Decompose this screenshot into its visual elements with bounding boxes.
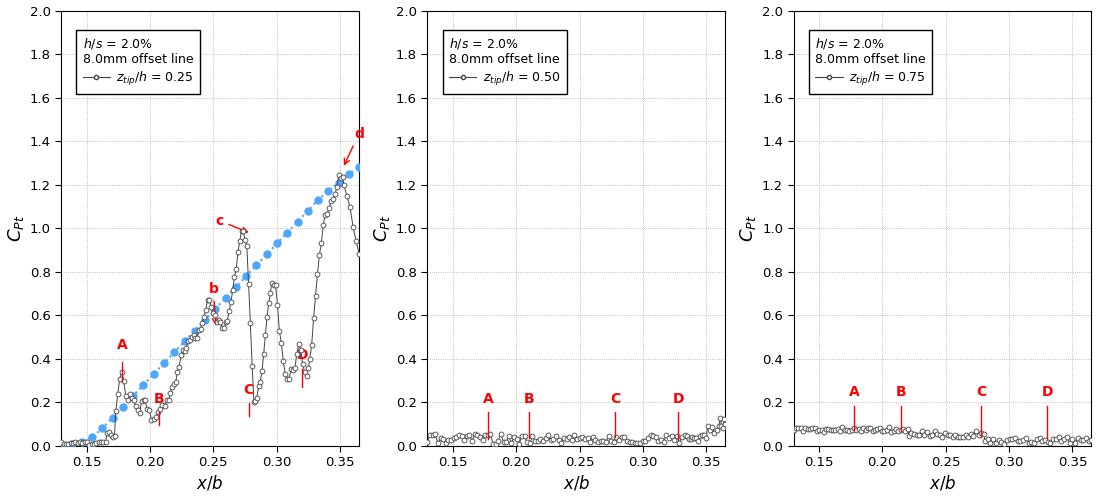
Text: A: A <box>483 391 494 405</box>
Text: A: A <box>116 338 127 352</box>
Text: b: b <box>208 282 218 324</box>
Y-axis label: $C_{Pt}$: $C_{Pt}$ <box>372 215 392 242</box>
Legend: $z_{tip}/h$ = 0.75: $z_{tip}/h$ = 0.75 <box>808 30 931 94</box>
Y-axis label: $C_{Pt}$: $C_{Pt}$ <box>5 215 25 242</box>
Y-axis label: $C_{Pt}$: $C_{Pt}$ <box>738 215 758 242</box>
X-axis label: $x/b$: $x/b$ <box>563 474 590 493</box>
Text: c: c <box>215 214 248 233</box>
Text: C: C <box>610 391 620 405</box>
Text: d: d <box>344 126 364 164</box>
Text: B: B <box>896 385 906 399</box>
X-axis label: $x/b$: $x/b$ <box>929 474 957 493</box>
Text: D: D <box>1041 385 1053 399</box>
Legend: $z_{tip}/h$ = 0.25: $z_{tip}/h$ = 0.25 <box>77 30 200 94</box>
Text: B: B <box>523 391 534 405</box>
Text: D: D <box>672 391 685 405</box>
Text: A: A <box>849 385 860 399</box>
Text: C: C <box>244 383 255 397</box>
X-axis label: $x/b$: $x/b$ <box>196 474 224 493</box>
Text: C: C <box>976 385 986 399</box>
Text: B: B <box>154 391 165 405</box>
Text: D: D <box>296 348 308 362</box>
Legend: $z_{tip}/h$ = 0.50: $z_{tip}/h$ = 0.50 <box>442 30 567 94</box>
